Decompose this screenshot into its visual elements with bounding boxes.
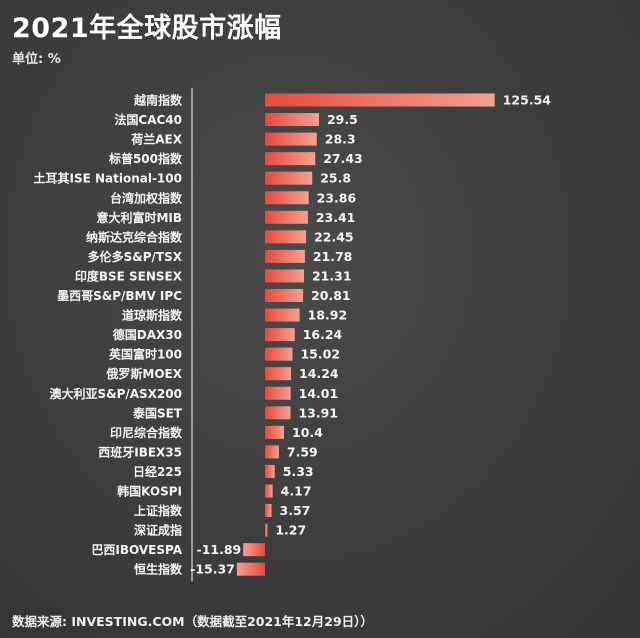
category-label: 恒生指数 [134, 562, 183, 577]
value-label: 5.33 [283, 464, 314, 479]
category-label: 日经225 [133, 464, 182, 479]
bar [265, 132, 317, 146]
value-label: 28.3 [325, 132, 356, 147]
value-label: 14.01 [299, 386, 339, 401]
value-label: 4.17 [281, 484, 312, 499]
bars-layer [236, 93, 495, 576]
category-label: 上证指数 [134, 503, 183, 518]
bar [236, 562, 265, 576]
value-label: 3.57 [280, 503, 311, 518]
source-note: 数据来源: INVESTING.COM（数据截至2021年12月29日）） [12, 614, 373, 629]
category-label: 澳大利亚S&P/ASX200 [49, 386, 182, 401]
value-label: -11.89 [197, 542, 242, 557]
unit-label: 单位: % [12, 52, 61, 67]
value-label: 7.59 [287, 444, 318, 459]
category-label: 德国DAX30 [113, 327, 182, 342]
category-label: 印度BSE SENSEX [75, 268, 183, 283]
bar [265, 523, 268, 537]
bar [265, 269, 304, 283]
value-label: 23.86 [317, 190, 357, 205]
bar [265, 445, 279, 459]
bar [265, 347, 293, 361]
value-label: 23.41 [316, 210, 356, 225]
category-label: 越南指数 [133, 93, 183, 108]
bar [243, 543, 265, 557]
category-label: 土耳其ISE National-100 [33, 171, 182, 186]
labels-layer: 越南指数 125.54 法国CAC40 29.5 荷兰AEX 28.3 标普500指数 27.… [33, 93, 551, 577]
value-label: 25.8 [320, 171, 351, 186]
value-label: 18.92 [308, 308, 348, 323]
category-label: 韩国KOSPI [117, 484, 182, 499]
value-label: 15.02 [300, 347, 340, 362]
bar [265, 191, 309, 205]
category-label: 巴西IBOVESPA [91, 543, 182, 557]
bar [265, 504, 272, 518]
value-label: 13.91 [298, 405, 338, 420]
bar [265, 171, 313, 185]
bar [265, 386, 291, 400]
bar [265, 249, 305, 263]
category-label: 法国CAC40 [114, 112, 182, 127]
category-label: 纳斯达克综合指数 [86, 229, 183, 244]
value-label: 16.24 [303, 327, 343, 342]
bar [265, 328, 295, 342]
value-label: 21.31 [312, 268, 352, 283]
chart-title: 2021年全球股市涨幅 [12, 13, 282, 44]
category-label: 俄罗斯MOEX [105, 366, 182, 381]
value-label: 29.5 [327, 112, 358, 127]
value-label: 125.54 [503, 93, 552, 108]
value-label: 1.27 [275, 523, 306, 538]
bar [265, 484, 273, 498]
value-label: 10.4 [292, 425, 323, 440]
bar [265, 406, 291, 420]
category-label: 英国富时100 [109, 347, 182, 362]
bar [265, 289, 304, 302]
value-label: 20.81 [311, 288, 351, 303]
bar [265, 308, 300, 322]
category-label: 墨西哥S&P/BMV IPC [57, 289, 182, 303]
category-label: 泰国SET [132, 405, 183, 420]
value-label: 21.78 [313, 249, 353, 264]
bar [265, 93, 495, 107]
category-label: 西班牙IBEX35 [98, 444, 182, 459]
value-label: -15.37 [190, 562, 235, 577]
category-label: 台湾加权指数 [110, 190, 183, 205]
value-label: 22.45 [314, 229, 354, 244]
category-label: 标普500指数 [108, 151, 183, 166]
category-label: 印尼综合指数 [110, 425, 183, 440]
category-label: 多伦多S&P/TSX [88, 249, 183, 264]
value-label: 27.43 [323, 151, 363, 166]
bar [265, 367, 292, 381]
category-label: 意大利富时MIB [96, 210, 182, 225]
bar [265, 425, 285, 439]
bar [265, 230, 307, 244]
bar [265, 464, 275, 478]
value-label: 14.24 [299, 366, 339, 381]
category-label: 深证成指 [134, 523, 182, 538]
category-label: 荷兰AEX [130, 132, 182, 147]
bar [265, 210, 308, 224]
category-label: 道琼斯指数 [122, 308, 183, 323]
bar [265, 152, 316, 166]
bar [265, 113, 319, 127]
